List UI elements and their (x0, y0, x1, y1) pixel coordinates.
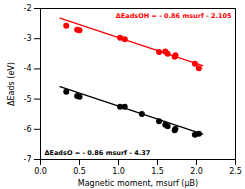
svg-text:Magnetic moment, msurf (μB): Magnetic moment, msurf (μB) (78, 179, 198, 188)
svg-text:-5: -5 (24, 95, 32, 104)
svg-text:2.5: 2.5 (229, 167, 242, 176)
svg-text:ΔEadsO = - 0.86 msurf - 4.37: ΔEadsO = - 0.86 msurf - 4.37 (45, 149, 151, 157)
svg-text:-6: -6 (24, 125, 32, 134)
svg-text:-3: -3 (24, 34, 32, 43)
svg-text:2.0: 2.0 (190, 167, 203, 176)
svg-text:1.5: 1.5 (151, 167, 164, 176)
svg-text:1.0: 1.0 (112, 167, 125, 176)
svg-text:0.5: 0.5 (73, 167, 86, 176)
svg-text:-2: -2 (24, 4, 32, 13)
svg-text:ΔEads (eV): ΔEads (eV) (7, 62, 16, 106)
svg-text:-7: -7 (24, 155, 32, 164)
svg-text:ΔEadsOH = - 0.86 msurf - 2.105: ΔEadsOH = - 0.86 msurf - 2.105 (116, 12, 232, 20)
svg-text:-4: -4 (24, 64, 32, 73)
svg-text:0.0: 0.0 (34, 167, 47, 176)
